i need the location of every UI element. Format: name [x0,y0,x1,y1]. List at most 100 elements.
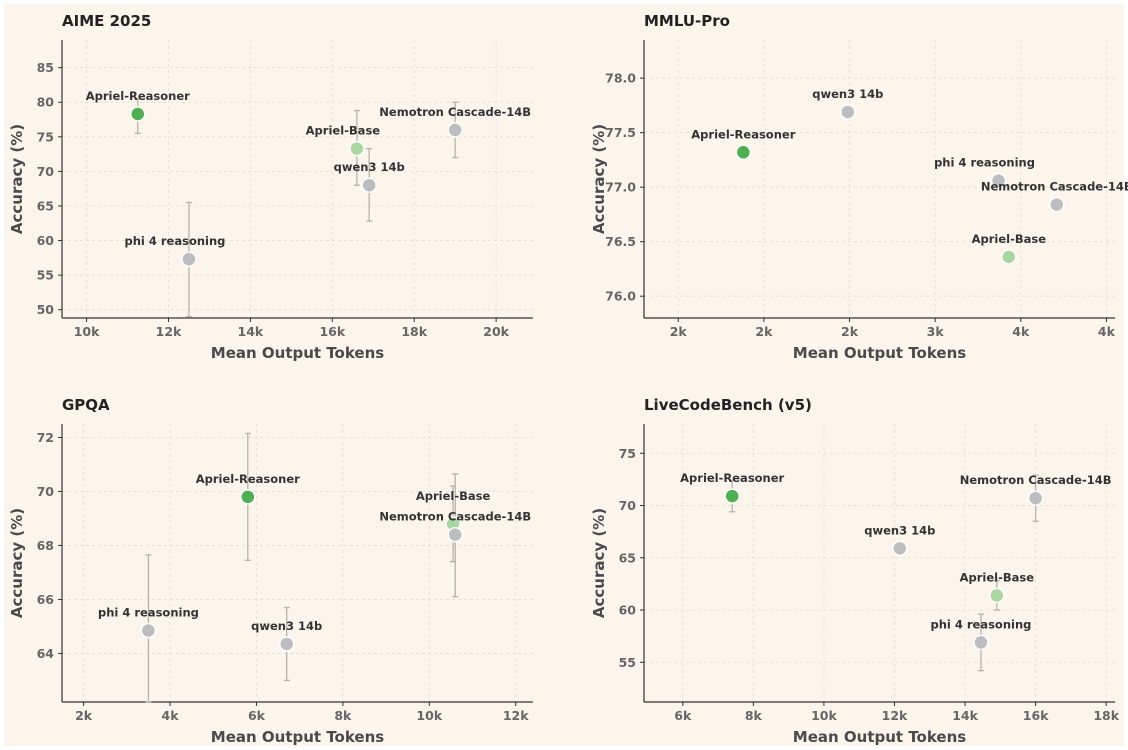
x-tick-label: 2k [755,324,773,339]
chart-title: GPQA [62,396,110,414]
x-tick-label: 3k [927,324,945,339]
x-tick-label: 2k [841,324,859,339]
point-label: Nemotron Cascade-14B [379,105,531,119]
y-tick-label: 55 [619,655,636,670]
x-tick-label: 10k [416,708,442,723]
y-tick-label: 76.5 [605,234,636,249]
point-label: Apriel-Reasoner [86,89,190,103]
y-axis-label: Accuracy (%) [8,124,26,234]
y-tick-label: 65 [37,198,54,213]
data-point [973,634,989,651]
x-tick-label: 16k [1023,708,1049,723]
y-tick-label: 68 [37,538,54,553]
y-tick-label: 60 [619,603,637,618]
x-tick-label: 2k [670,324,688,339]
x-tick-label: 10k [811,708,837,723]
x-tick-label: 20k [483,324,509,339]
y-tick-label: 50 [37,302,55,317]
point-label: qwen3 14b [864,523,935,537]
point-label: Nemotron Cascade-14B [981,180,1128,194]
chart-panel-4: 6k 8k 10k 12k 14k 16k 18k 55 60 65 70 75 LiveCodeBen… [590,396,1120,746]
x-tick-label: 18k [401,324,427,339]
y-tick-label: 75 [37,129,54,144]
x-tick-label: 14k [238,324,264,339]
point-label: qwen3 14b [251,619,322,633]
x-tick-label: 12k [882,708,908,723]
chart-panel-3: 2k 4k 6k 8k 10k 12k 64 66 68 70 72 GPQA Mean Output … [8,396,533,746]
x-axis-label: Mean Output Tokens [793,728,967,746]
y-tick-label: 70 [619,498,637,513]
y-tick-label: 64 [37,646,55,661]
data-point [240,489,256,505]
data-point [130,106,146,122]
x-tick-label: 4k [162,708,180,723]
y-tick-label: 70 [37,164,55,179]
data-point [181,251,197,267]
y-tick-label: 78.0 [605,71,636,86]
y-tick-label: 76.0 [605,289,636,304]
x-axis-label: Mean Output Tokens [211,344,385,362]
x-tick-label: 14k [952,708,978,723]
x-tick-label: 12k [156,324,182,339]
point-label: Nemotron Cascade-14B [960,473,1112,487]
y-tick-label: 65 [619,550,636,565]
x-tick-label: 6k [674,708,692,723]
data-point [1049,196,1065,213]
y-tick-label: 60 [37,233,55,248]
data-point [349,140,365,157]
chart-title: AIME 2025 [62,12,151,30]
x-tick-label: 4k [1012,324,1030,339]
y-axis-label: Accuracy (%) [590,124,608,234]
chart-title: LiveCodeBench (v5) [644,396,812,414]
y-tick-label: 70 [37,484,55,499]
data-point [989,587,1005,604]
data-point [990,172,1007,189]
x-tick-label: 18k [1093,708,1119,723]
data-point [892,540,908,557]
point-label: Apriel-Reasoner [691,127,795,141]
data-point [1027,490,1044,506]
y-tick-label: 80 [37,95,55,110]
point-label: phi 4 reasoning [934,156,1035,170]
y-axis-label: Accuracy (%) [590,508,608,618]
x-tick-label: 10k [74,324,100,339]
chart-panel-2: 2k 2k 2k 3k 4k 4k 76.0 76.5 77.0 77.5 78.0 MMLU-Pro… [590,12,1128,362]
x-tick-label: 8k [334,708,352,723]
point-label: phi 4 reasoning [125,234,226,248]
data-point [840,104,856,120]
y-tick-label: 77.0 [605,180,636,195]
point-label: Apriel-Base [416,489,491,503]
data-point [278,636,295,652]
y-tick-label: 85 [37,60,54,75]
chart-title: MMLU-Pro [644,12,730,30]
point-label: Apriel-Base [306,124,381,138]
data-point [447,526,463,543]
x-tick-label: 16k [319,324,345,339]
y-tick-label: 72 [37,430,54,445]
y-tick-label: 66 [37,592,55,607]
data-point [1001,249,1017,265]
point-label: phi 4 reasoning [98,605,199,619]
y-axis-label: Accuracy (%) [8,508,26,618]
point-label: Apriel-Reasoner [196,472,300,486]
point-label: qwen3 14b [812,87,883,101]
data-point [735,144,752,161]
x-tick-label: 4k [1098,324,1116,339]
point-label: Nemotron Cascade-14B [379,510,531,524]
x-axis-label: Mean Output Tokens [211,728,385,746]
x-tick-label: 2k [75,708,93,723]
x-tick-label: 8k [745,708,763,723]
point-label: Apriel-Reasoner [680,471,784,485]
data-point [724,488,740,504]
y-tick-label: 75 [619,446,636,461]
point-label: qwen3 14b [334,160,405,174]
y-tick-label: 55 [37,268,54,283]
point-label: Apriel-Base [972,232,1047,246]
data-point [361,177,377,193]
chart-panel-1: 10k 12k 14k 16k 18k 20k 50 55 60 65 70 75 80 85 AIME 2… [8,12,533,362]
x-tick-label: 6k [248,708,266,723]
x-axis-label: Mean Output Tokens [793,344,967,362]
x-tick-label: 12k [503,708,529,723]
y-tick-label: 77.5 [605,125,636,140]
